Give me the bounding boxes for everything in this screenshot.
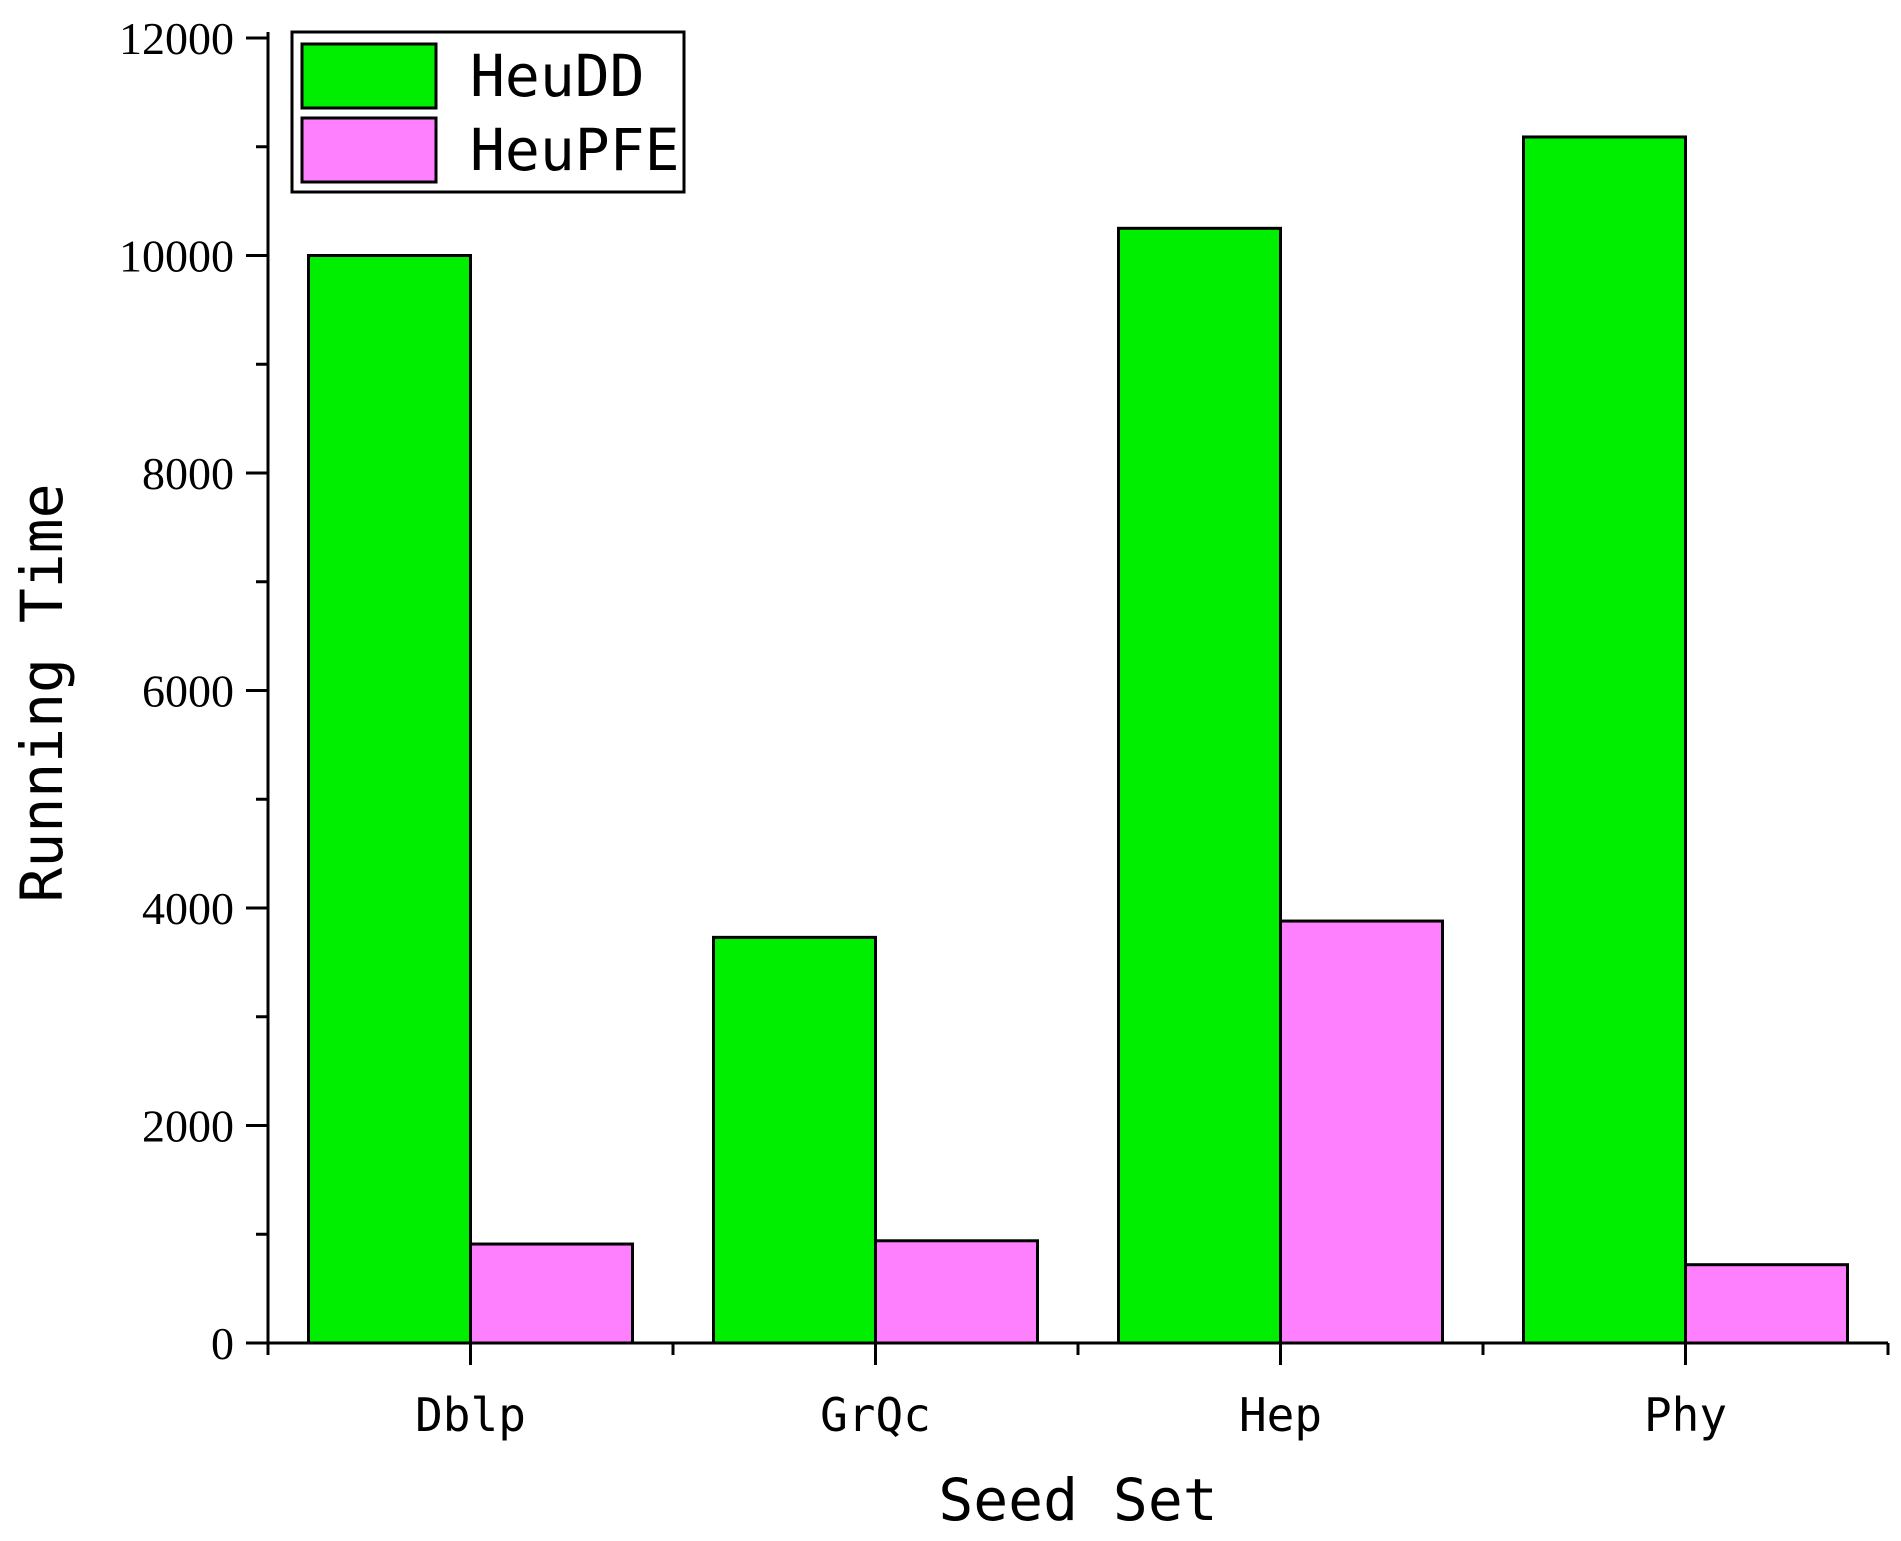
y-tick-label-10000: 10000 <box>119 231 234 282</box>
bar-heupfe-phy <box>1684 1263 1849 1345</box>
y-tick-label-0: 0 <box>211 1318 234 1369</box>
bars-layer <box>307 135 1849 1345</box>
y-tick-label-6000: 6000 <box>142 666 234 717</box>
bar-heudd-phy <box>1522 135 1687 1345</box>
legend-label-heupfe: HeuPFE <box>470 116 680 184</box>
y-tick-label-2000: 2000 <box>142 1101 234 1152</box>
y-tick-label-8000: 8000 <box>142 448 234 499</box>
x-axis-title: Seed Set <box>938 1466 1217 1534</box>
x-tick-label-grqc: GrQc <box>820 1388 931 1442</box>
axes-layer: 0 2000 4000 6000 8000 10000 12000 Dblp GrQc Hep Ph… <box>119 13 1890 1442</box>
legend-swatch-heudd <box>300 42 438 110</box>
legend-swatch-heupfe <box>300 116 438 184</box>
y-tick-label-4000: 4000 <box>142 883 234 934</box>
x-tick-label-phy: Phy <box>1644 1388 1727 1442</box>
bar-heupfe-dblp <box>469 1242 634 1345</box>
bar-heudd-dblp <box>307 254 472 1345</box>
bar-heudd-hep <box>1117 226 1282 1345</box>
bar-heupfe-hep <box>1279 919 1444 1345</box>
legend-label-heudd: HeuDD <box>470 42 645 110</box>
y-axis-title: Running Time <box>8 483 76 902</box>
bar-heudd-grqc <box>712 935 877 1345</box>
x-tick-label-hep: Hep <box>1239 1388 1322 1442</box>
x-tick-label-dblp: Dblp <box>415 1388 526 1442</box>
y-tick-label-12000: 12000 <box>119 13 234 64</box>
bar-heupfe-grqc <box>874 1239 1039 1345</box>
